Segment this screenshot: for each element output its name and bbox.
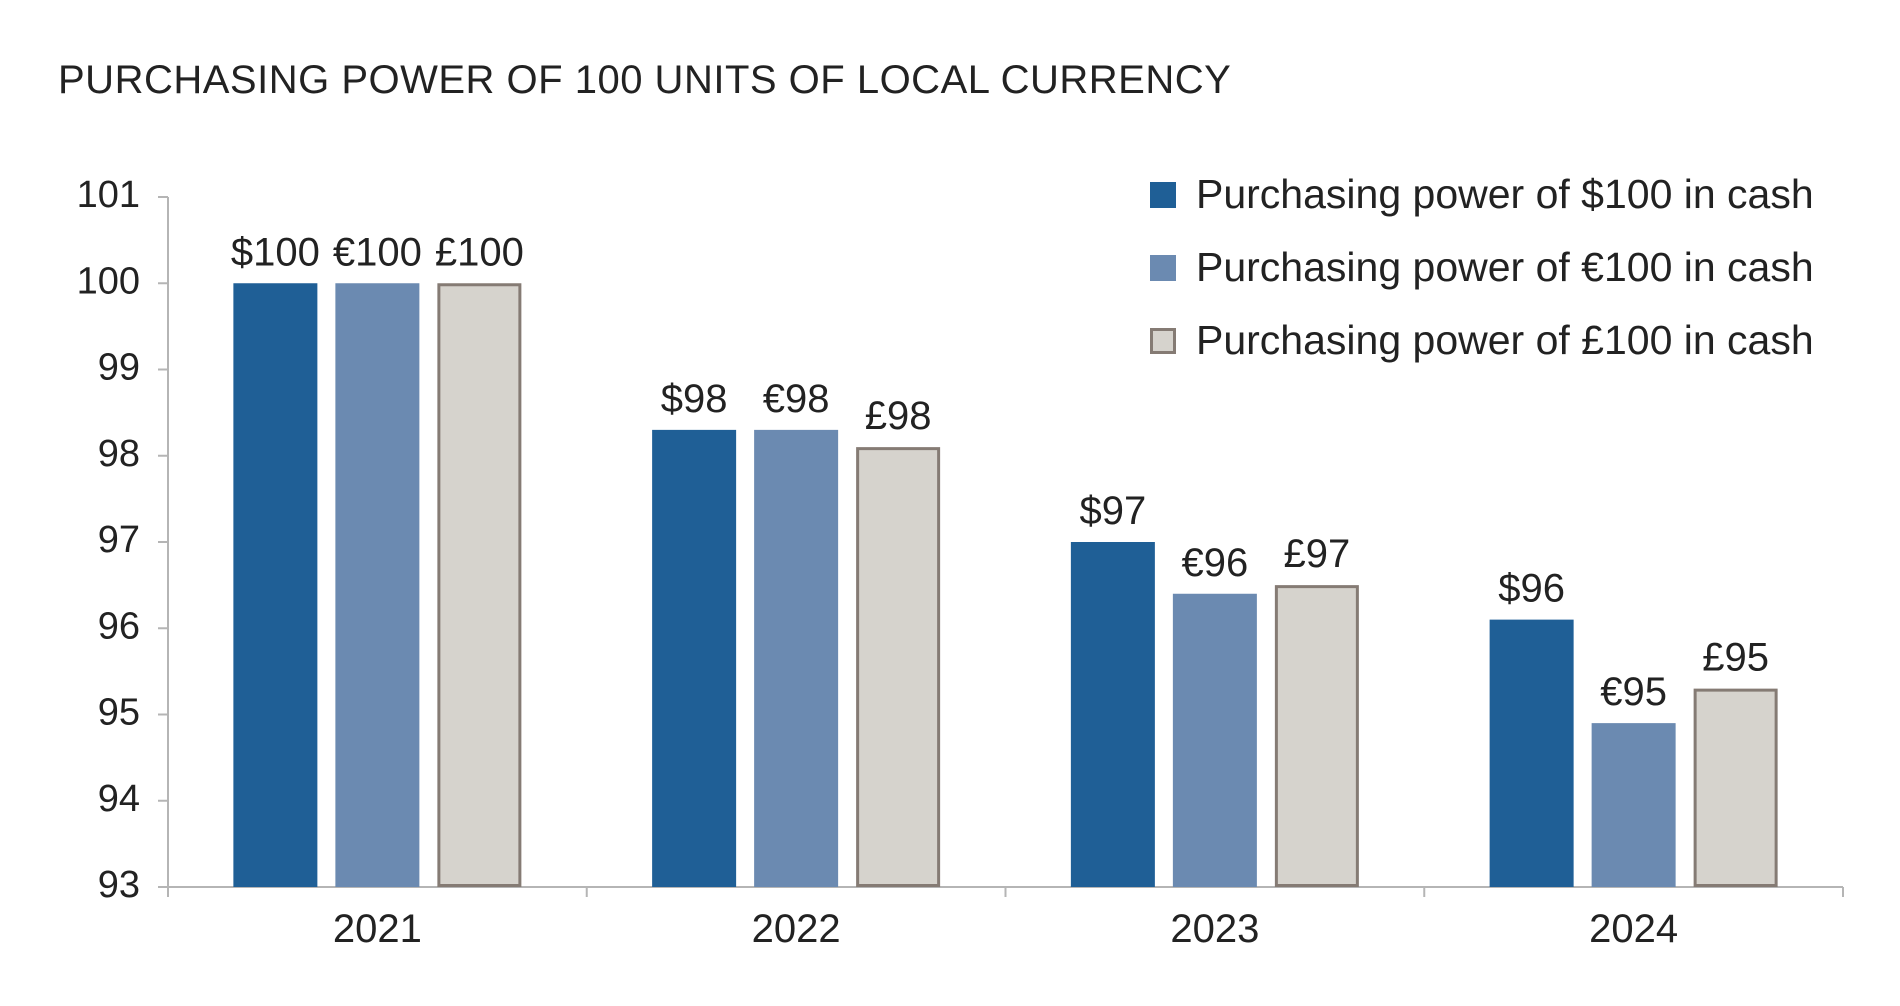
bar-2023-series-1: [1172, 593, 1257, 887]
bar-2024-series-0: [1489, 619, 1574, 887]
data-label-2024-series-2: £95: [1702, 636, 1769, 680]
data-label-2023-series-2: £97: [1284, 532, 1351, 576]
legend-item-eur: Purchasing power of €100 in cash: [1150, 231, 1814, 304]
legend-label-gbp: Purchasing power of £100 in cash: [1196, 317, 1814, 363]
data-label-2021-series-2: £100: [435, 230, 524, 274]
bar-2024-series-1: [1591, 723, 1676, 887]
bar-2022-series-2: [856, 447, 941, 887]
y-tick-label-95: 95: [98, 692, 140, 734]
bar-2023-series-2: [1274, 585, 1359, 887]
legend-item-gbp: Purchasing power of £100 in cash: [1150, 304, 1814, 377]
legend-swatch-gbp: [1150, 327, 1176, 354]
bar-2024-series-2: [1693, 688, 1778, 887]
y-tick-label-101: 101: [77, 174, 140, 216]
y-tick-label-100: 100: [77, 260, 140, 302]
bar-2021-series-1: [335, 283, 420, 887]
legend: Purchasing power of $100 in cash Purchas…: [1150, 158, 1814, 377]
y-tick-label-94: 94: [98, 778, 140, 820]
legend-swatch-eur: [1150, 254, 1176, 281]
bar-2023-series-0: [1070, 542, 1155, 887]
y-tick-label-99: 99: [98, 347, 140, 389]
data-label-2021-series-0: $100: [231, 230, 320, 274]
x-tick-label-2023: 2023: [1170, 907, 1259, 951]
data-label-2023-series-1: €96: [1182, 541, 1249, 585]
legend-item-usd: Purchasing power of $100 in cash: [1150, 158, 1814, 231]
data-label-2024-series-0: $96: [1498, 567, 1565, 611]
y-tick-label-98: 98: [98, 433, 140, 475]
y-tick-label-97: 97: [98, 519, 140, 561]
data-label-2021-series-1: €100: [333, 230, 422, 274]
legend-label-eur: Purchasing power of €100 in cash: [1196, 244, 1814, 290]
y-tick-label-96: 96: [98, 605, 140, 647]
bar-2021-series-2: [437, 283, 522, 887]
data-label-2022-series-2: £98: [865, 394, 932, 438]
x-tick-label-2024: 2024: [1589, 907, 1678, 951]
legend-label-usd: Purchasing power of $100 in cash: [1196, 171, 1814, 217]
x-tick-label-2022: 2022: [752, 907, 841, 951]
y-tick-label-93: 93: [98, 864, 140, 906]
x-tick-label-2021: 2021: [333, 907, 422, 951]
data-label-2022-series-1: €98: [763, 377, 830, 421]
bar-2021-series-0: [233, 283, 318, 887]
data-label-2022-series-0: $98: [661, 377, 728, 421]
data-label-2023-series-0: $97: [1080, 489, 1147, 533]
bar-2022-series-1: [754, 429, 839, 887]
legend-swatch-usd: [1150, 181, 1176, 208]
bar-2022-series-0: [652, 429, 737, 887]
chart-title: PURCHASING POWER OF 100 UNITS OF LOCAL C…: [58, 58, 1232, 102]
data-label-2024-series-1: €95: [1600, 670, 1667, 714]
